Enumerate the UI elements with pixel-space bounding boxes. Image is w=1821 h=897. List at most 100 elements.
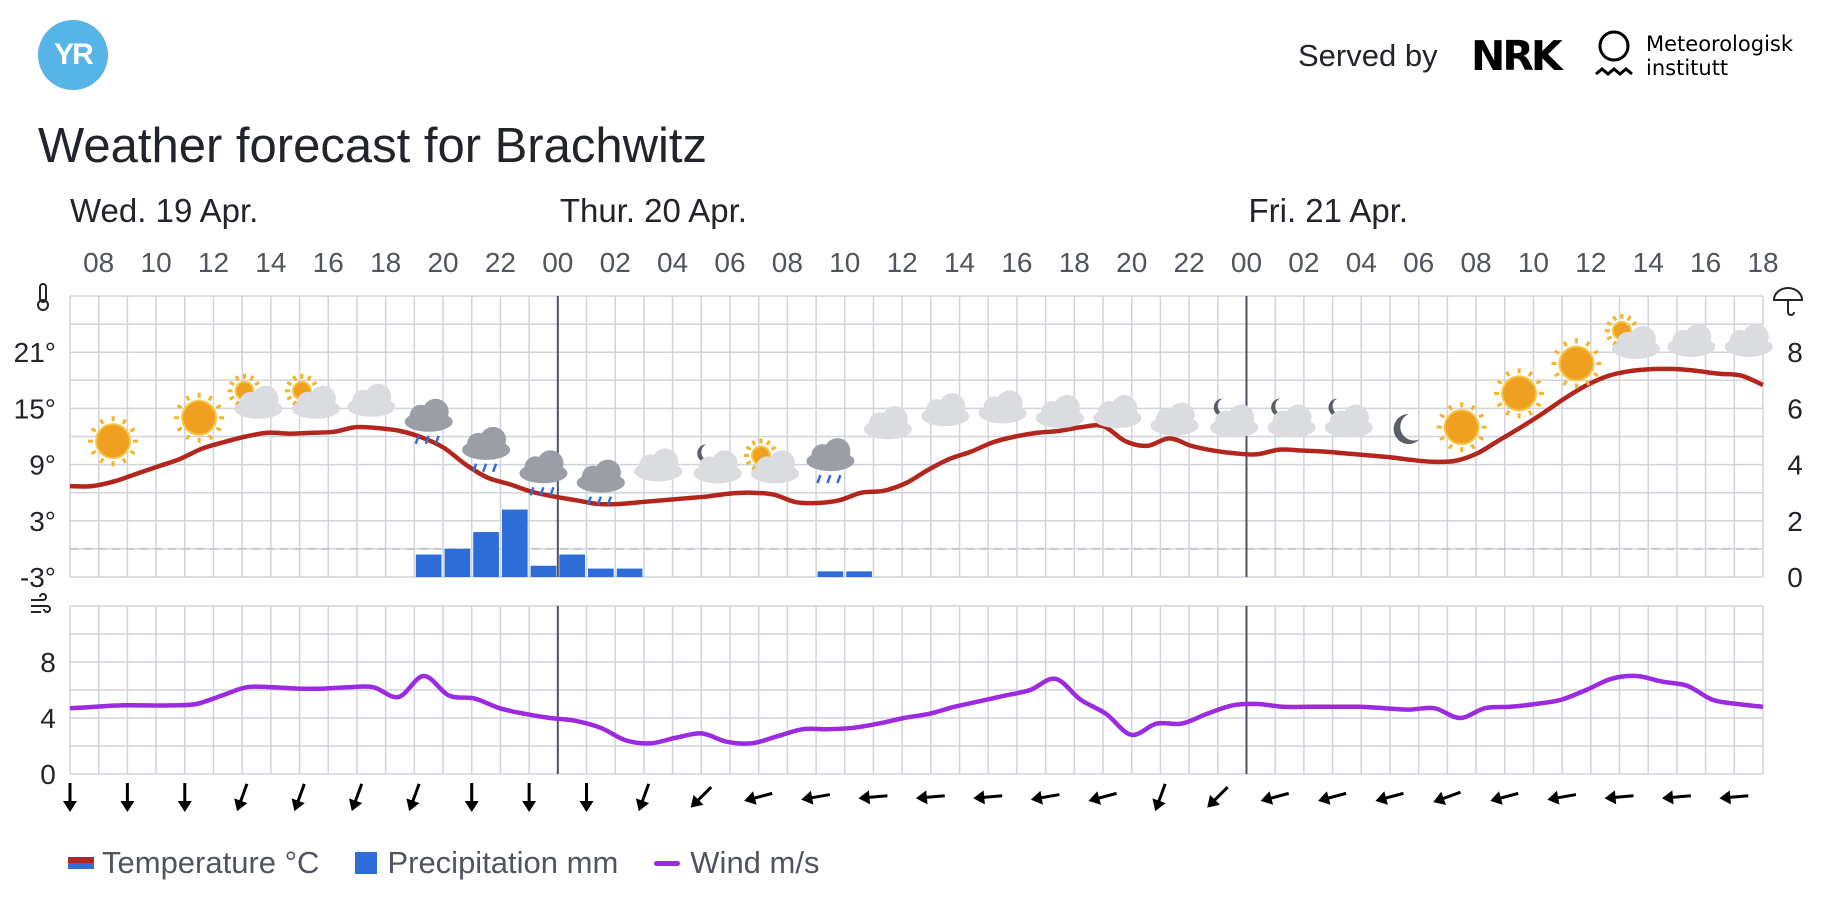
wind-direction-arrow-icon <box>1375 791 1404 805</box>
legend-label-wind: Wind m/s <box>690 845 820 880</box>
wind-direction-arrow-icon <box>915 790 945 805</box>
x-tick-label: 02 <box>1288 247 1319 278</box>
partly-night-icon <box>1324 398 1373 438</box>
wind-line <box>69 673 1764 746</box>
x-tick-label: 14 <box>1633 247 1664 278</box>
rain-icon <box>576 459 625 506</box>
wind-direction-arrow-icon <box>1207 786 1229 808</box>
thermometer-icon <box>37 283 49 311</box>
x-tick-label: 10 <box>141 247 172 278</box>
wind-tick-label: 8 <box>40 647 56 678</box>
wind-direction-arrow-icon <box>120 783 135 812</box>
sun-icon <box>1436 402 1487 453</box>
x-tick-label: 16 <box>313 247 344 278</box>
cloud-icon <box>1150 402 1199 436</box>
wind-direction-arrow-icon <box>1260 791 1290 805</box>
cloud-icon <box>863 406 912 440</box>
x-tick-label: 16 <box>1690 247 1721 278</box>
x-tick-label: 00 <box>1231 247 1262 278</box>
wind-direction-arrow-icon <box>406 783 421 812</box>
wind-swatch <box>654 860 681 866</box>
temperature-tick-label: 9° <box>29 450 56 481</box>
partly-cloudy-icon <box>284 373 340 419</box>
temperature-tick-label: -3° <box>20 562 56 593</box>
legend-label-precipitation: Precipitation mm <box>387 845 619 880</box>
forecast-chart: Wed. 19 Apr. Thur. 20 Apr. Fri. 21 Apr.08 1… <box>14 192 1804 812</box>
wind-direction-arrow-icon <box>349 783 364 812</box>
wind-icon <box>31 593 51 613</box>
x-tick-label: 04 <box>657 247 688 278</box>
partly-night-icon <box>1210 398 1259 438</box>
wind-tick-label: 4 <box>40 703 56 734</box>
x-tick-label: 12 <box>887 247 918 278</box>
precipitation-bar <box>415 554 442 577</box>
rain-icon <box>462 426 511 473</box>
wind-direction-arrow-icon <box>801 790 831 805</box>
precipitation-tick-label: 2 <box>1787 506 1803 537</box>
met-institute-logo-icon[interactable] <box>1594 30 1634 86</box>
precipitation-bar <box>473 532 499 577</box>
x-tick-label: 20 <box>427 247 458 278</box>
partly-cloudy-icon <box>1604 313 1660 359</box>
precipitation-bar <box>588 568 614 577</box>
x-tick-label: 08 <box>772 247 803 278</box>
precipitation-bar <box>817 571 844 577</box>
wind-direction-arrow-icon <box>858 790 888 805</box>
cloud-icon <box>347 383 396 417</box>
partly-night-icon <box>1267 398 1316 438</box>
wind-direction-arrow-icon <box>522 783 537 812</box>
sun-icon <box>88 416 139 467</box>
page-title: Weather forecast for Brachwitz <box>38 119 708 173</box>
x-tick-label: 22 <box>1174 247 1205 278</box>
precipitation-swatch <box>355 852 378 874</box>
temperature-tick-label: 3° <box>29 506 56 537</box>
temperature-tick-label: 15° <box>14 393 56 424</box>
wind-direction-arrow-icon <box>177 783 192 812</box>
wind-direction-arrow-icon <box>1604 790 1634 805</box>
wind-direction-arrow-icon <box>1661 790 1691 805</box>
wind-direction-arrow-icon <box>579 783 594 812</box>
x-tick-label: 12 <box>198 247 229 278</box>
wind-tick-label: 0 <box>40 759 56 790</box>
nrk-logo[interactable]: NRK <box>1471 32 1563 80</box>
wind-direction-arrow-icon <box>1152 783 1167 812</box>
cloud-icon <box>921 393 970 427</box>
legend-label-temperature: Temperature °C <box>102 845 320 880</box>
legend-item-temperature: Temperature °C <box>68 845 319 881</box>
served-by-label: Served by <box>1298 38 1438 73</box>
yr-logo[interactable]: YR <box>38 20 108 90</box>
wind-direction-arrow-icon <box>973 790 1003 805</box>
temperature-tick-label: 21° <box>14 337 56 368</box>
x-tick-label: 12 <box>1575 247 1606 278</box>
day-label: Fri. 21 Apr. <box>1248 192 1408 229</box>
wind-direction-arrow-icon <box>1030 790 1060 805</box>
x-tick-label: 16 <box>1001 247 1032 278</box>
x-tick-label: 02 <box>600 247 631 278</box>
x-tick-label: 08 <box>83 247 114 278</box>
wind-direction-arrow-icon <box>291 783 306 812</box>
day-label: Wed. 19 Apr. <box>70 192 258 229</box>
wind-direction-arrow-icon <box>1547 790 1577 805</box>
x-tick-label: 10 <box>829 247 860 278</box>
wind-direction-arrow-icon <box>1490 791 1519 805</box>
wind-direction-arrow-icon <box>635 783 651 812</box>
precipitation-tick-label: 6 <box>1787 393 1803 424</box>
sun-icon <box>174 392 225 443</box>
cloud-icon <box>978 390 1027 424</box>
cloud-icon <box>1093 395 1142 429</box>
wind-direction-arrow-icon <box>63 783 77 812</box>
moon-icon <box>1393 414 1420 445</box>
cloud-icon <box>1667 323 1716 357</box>
partly-cloudy-icon <box>744 438 800 484</box>
x-tick-label: 20 <box>1116 247 1147 278</box>
legend-item-precipitation: Precipitation mm <box>355 845 618 881</box>
cloud-icon <box>634 448 683 482</box>
x-tick-label: 06 <box>1403 247 1434 278</box>
x-tick-label: 14 <box>944 247 975 278</box>
partly-cloudy-icon <box>227 373 283 419</box>
sun-icon <box>1494 368 1545 419</box>
wind-direction-arrow-icon <box>744 791 773 805</box>
umbrella-icon <box>1772 287 1804 316</box>
precipitation-bar <box>530 565 557 577</box>
x-tick-label: 14 <box>255 247 286 278</box>
